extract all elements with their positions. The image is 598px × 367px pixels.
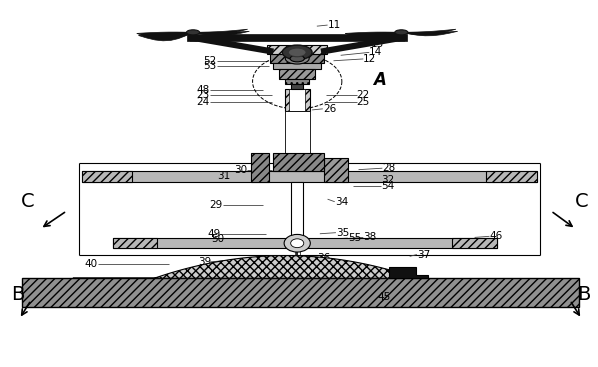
Text: 23: 23 bbox=[197, 90, 210, 100]
Text: 48: 48 bbox=[197, 84, 210, 95]
Text: 13: 13 bbox=[370, 39, 384, 50]
Text: 12: 12 bbox=[363, 54, 377, 64]
Text: 39: 39 bbox=[198, 257, 211, 267]
Polygon shape bbox=[138, 32, 193, 41]
Ellipse shape bbox=[288, 48, 306, 57]
Text: 25: 25 bbox=[357, 97, 370, 106]
Text: 33: 33 bbox=[104, 175, 117, 185]
Text: 52: 52 bbox=[203, 56, 217, 66]
Bar bbox=[187, 34, 407, 41]
Polygon shape bbox=[273, 153, 324, 171]
Text: 26: 26 bbox=[323, 104, 336, 114]
Text: 11: 11 bbox=[328, 20, 341, 30]
Text: 31: 31 bbox=[217, 171, 231, 181]
Bar bbox=[22, 278, 579, 307]
Ellipse shape bbox=[187, 30, 200, 35]
Polygon shape bbox=[193, 29, 248, 35]
Text: 55: 55 bbox=[348, 233, 361, 243]
Ellipse shape bbox=[284, 235, 310, 252]
Polygon shape bbox=[389, 266, 428, 278]
Text: 40: 40 bbox=[85, 259, 98, 269]
Text: 30: 30 bbox=[234, 165, 247, 175]
Polygon shape bbox=[73, 256, 394, 278]
Ellipse shape bbox=[291, 239, 304, 248]
Text: C: C bbox=[22, 192, 35, 211]
Bar bbox=[82, 171, 537, 182]
Bar bbox=[452, 238, 496, 248]
Text: 36: 36 bbox=[317, 253, 330, 263]
Text: 32: 32 bbox=[381, 175, 395, 185]
Bar bbox=[279, 69, 315, 79]
Bar bbox=[324, 158, 348, 182]
Text: 22: 22 bbox=[357, 90, 370, 100]
Polygon shape bbox=[193, 31, 249, 36]
Text: 41: 41 bbox=[198, 265, 211, 275]
Bar bbox=[289, 89, 305, 111]
Text: 34: 34 bbox=[335, 197, 348, 207]
Polygon shape bbox=[401, 31, 457, 36]
Text: 53: 53 bbox=[203, 61, 217, 71]
Ellipse shape bbox=[290, 55, 304, 62]
Polygon shape bbox=[401, 29, 456, 35]
Text: C: C bbox=[575, 192, 588, 211]
Text: 49: 49 bbox=[207, 229, 221, 239]
Bar bbox=[251, 153, 269, 182]
Bar bbox=[487, 171, 537, 182]
Text: 14: 14 bbox=[369, 47, 383, 57]
Text: 38: 38 bbox=[363, 232, 377, 243]
Text: 45: 45 bbox=[377, 292, 391, 302]
Text: 54: 54 bbox=[381, 181, 395, 192]
Bar bbox=[285, 79, 309, 84]
Text: 50: 50 bbox=[211, 234, 224, 244]
Bar bbox=[273, 63, 321, 69]
Bar bbox=[267, 45, 327, 54]
Bar bbox=[291, 182, 303, 238]
Bar bbox=[82, 171, 132, 182]
Bar bbox=[285, 89, 310, 111]
Bar bbox=[291, 84, 303, 89]
Text: 28: 28 bbox=[382, 163, 396, 173]
Text: 37: 37 bbox=[417, 250, 430, 259]
Text: B: B bbox=[11, 285, 24, 304]
Polygon shape bbox=[137, 32, 193, 40]
Ellipse shape bbox=[395, 30, 408, 35]
Bar bbox=[285, 111, 310, 169]
Ellipse shape bbox=[282, 45, 312, 60]
Text: A: A bbox=[373, 71, 386, 89]
Text: 24: 24 bbox=[197, 97, 210, 106]
Text: 35: 35 bbox=[336, 228, 349, 238]
Polygon shape bbox=[345, 32, 401, 40]
Text: 29: 29 bbox=[209, 200, 223, 210]
Polygon shape bbox=[347, 32, 401, 41]
Bar bbox=[112, 238, 157, 248]
Ellipse shape bbox=[285, 53, 309, 64]
Bar bbox=[112, 238, 496, 248]
Bar bbox=[270, 54, 324, 63]
Text: B: B bbox=[577, 285, 590, 304]
Text: 46: 46 bbox=[490, 231, 503, 241]
